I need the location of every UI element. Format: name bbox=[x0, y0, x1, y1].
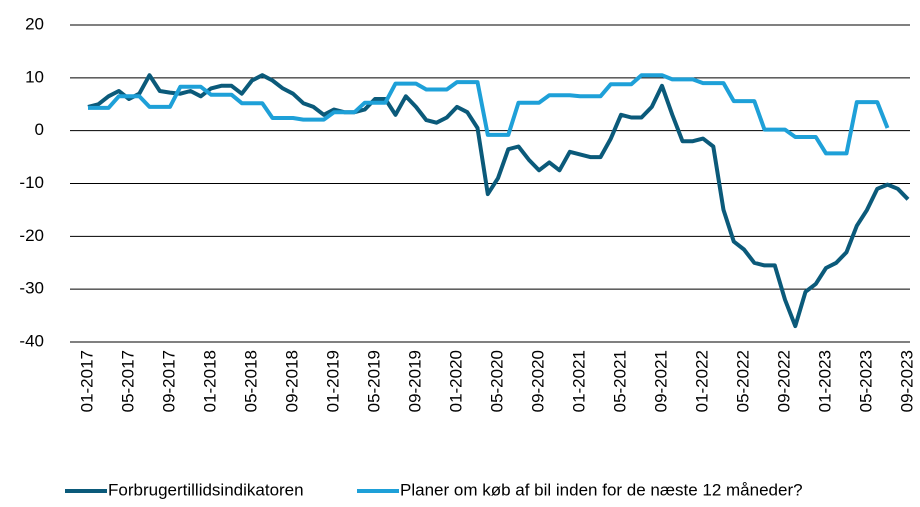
y-tick-label: 20 bbox=[25, 14, 44, 33]
series-line bbox=[87, 73, 910, 329]
x-tick-label: 09-2020 bbox=[528, 350, 547, 412]
x-tick-label: 01-2017 bbox=[77, 350, 96, 412]
y-tick-label: -20 bbox=[19, 226, 44, 245]
x-tick-label: 05-2017 bbox=[118, 350, 137, 412]
y-tick-label: 10 bbox=[25, 67, 44, 86]
x-tick-label: 09-2017 bbox=[159, 350, 178, 412]
x-tick-label: 05-2019 bbox=[364, 350, 383, 412]
x-tick-label: 09-2021 bbox=[651, 350, 670, 412]
x-tick-label: 05-2023 bbox=[856, 350, 875, 412]
x-tick-label: 09-2019 bbox=[405, 350, 424, 412]
x-tick-label: 01-2022 bbox=[692, 350, 711, 412]
x-tick-label: 05-2020 bbox=[487, 350, 506, 412]
x-tick-label: 09-2023 bbox=[897, 350, 916, 412]
legend-label: Forbrugertillidsindikatoren bbox=[108, 480, 304, 499]
y-tick-label: 0 bbox=[35, 120, 44, 139]
series-line bbox=[88, 73, 890, 156]
y-tick-label: -10 bbox=[19, 173, 44, 192]
x-tick-label: 05-2021 bbox=[610, 350, 629, 412]
y-tick-label: -40 bbox=[19, 331, 44, 350]
x-tick-label: 01-2020 bbox=[446, 350, 465, 412]
x-tick-label: 01-2023 bbox=[815, 350, 834, 412]
x-tick-label: 05-2018 bbox=[241, 350, 260, 412]
y-tick-label: -30 bbox=[19, 279, 44, 298]
legend-label: Planer om køb af bil inden for de næste … bbox=[400, 480, 803, 499]
x-tick-label: 09-2022 bbox=[774, 350, 793, 412]
x-tick-label: 09-2018 bbox=[282, 350, 301, 412]
x-tick-label: 01-2019 bbox=[323, 350, 342, 412]
x-tick-label: 01-2021 bbox=[569, 350, 588, 412]
x-tick-label: 01-2018 bbox=[200, 350, 219, 412]
x-tick-label: 05-2022 bbox=[733, 350, 752, 412]
